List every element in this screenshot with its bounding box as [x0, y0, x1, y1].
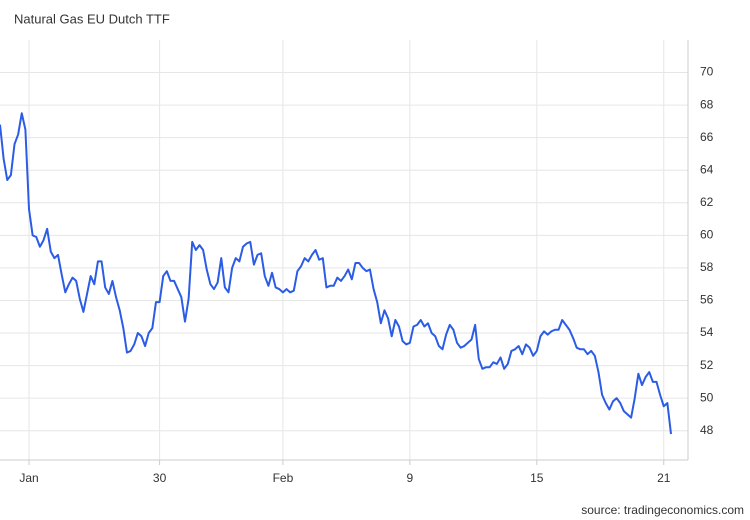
x-tick-label: Feb [273, 471, 294, 485]
x-tick-label: Jan [19, 471, 38, 485]
y-tick-label: 48 [700, 423, 714, 437]
y-tick-label: 56 [700, 293, 714, 307]
y-tick-label: 70 [700, 65, 714, 79]
x-tick-label: 9 [407, 471, 414, 485]
y-tick-label: 64 [700, 162, 714, 176]
y-tick-label: 58 [700, 260, 714, 274]
y-tick-label: 50 [700, 390, 714, 404]
source-note: source: tradingeconomics.com [581, 503, 744, 517]
x-tick-label: 30 [153, 471, 167, 485]
x-tick-label: 15 [530, 471, 544, 485]
y-tick-label: 52 [700, 358, 714, 372]
y-tick-label: 68 [700, 97, 714, 111]
price-line [0, 112, 672, 435]
x-tick-label: 21 [657, 471, 671, 485]
y-tick-label: 62 [700, 195, 714, 209]
y-tick-label: 60 [700, 228, 714, 242]
y-tick-label: 66 [700, 130, 714, 144]
chart-title: Natural Gas EU Dutch TTF [14, 11, 170, 26]
y-tick-label: 54 [700, 325, 714, 339]
